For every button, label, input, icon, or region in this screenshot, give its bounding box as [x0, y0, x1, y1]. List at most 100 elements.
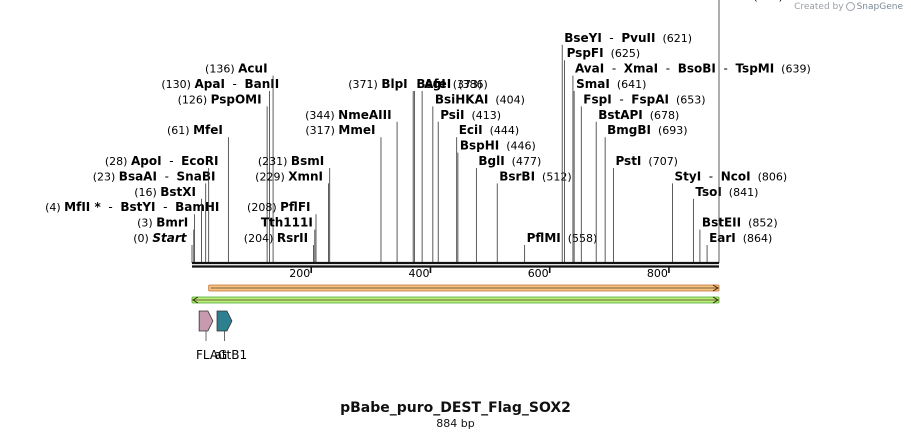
restriction-site-bgli: BglI (477)	[475, 154, 541, 263]
restriction-site-rsrii: (204) RsrII	[244, 231, 315, 263]
restriction-site-xmni: (229) XmnI	[255, 169, 329, 263]
restriction-site-tsoi: TsoI (841)	[692, 185, 758, 263]
site-label: AvaI - XmaI - BsoBI - TspMI (639)	[575, 62, 811, 76]
site-label: EciI (444)	[459, 123, 519, 137]
restriction-site-psti: PstI (707)	[613, 154, 678, 263]
restriction-site-fspi: FspI - FspAI (653)	[580, 92, 706, 263]
feature-label: FLAG	[196, 348, 227, 362]
restriction-site-afei: AfeI (386)	[421, 77, 488, 263]
restriction-site-eari: EarI (864)	[706, 231, 772, 263]
site-label: (231) BsmI	[258, 154, 324, 168]
site-label: (344) NmeAIII	[305, 108, 391, 122]
feature-flag: FLAG	[196, 310, 227, 362]
feature-attb1: attB1	[214, 310, 247, 362]
site-label: End (884)	[721, 0, 783, 3]
restriction-site-pspfi: PspFI (625)	[564, 46, 641, 263]
green-bar	[191, 296, 720, 304]
site-label: BsgI (373)	[416, 77, 482, 91]
restriction-site-styi: StyI - NcoI (806)	[672, 169, 788, 263]
axis-tick-label-400: 400	[408, 267, 429, 280]
site-label: PflMI (558)	[527, 231, 598, 245]
site-label: (208) PflFI	[247, 200, 310, 214]
restriction-site-start: (0) Start	[133, 231, 193, 263]
site-label: (371) BlpI	[348, 77, 407, 91]
restriction-site-psii: PsiI (413)	[437, 108, 501, 263]
site-label: (136) AcuI	[205, 62, 267, 76]
site-label: BstEII (852)	[702, 216, 778, 230]
restriction-site-bseyi: BseYI - PvuII (621)	[561, 31, 692, 263]
site-label: BspHI (446)	[460, 139, 536, 153]
plasmid-name: pBabe_puro_DEST_Flag_SOX2	[340, 400, 571, 416]
snapgene-logo-icon	[845, 2, 855, 11]
axis-tick-label-200: 200	[289, 267, 310, 280]
restriction-site-bsaai: (23) BsaAI - SnaBI	[93, 169, 216, 263]
arrow-right-icon	[712, 296, 719, 304]
restriction-site-bstapi: BstAPI (678)	[595, 108, 679, 263]
restriction-site-bsphi: BspHI (446)	[457, 139, 536, 263]
restriction-sites: (0) Start(3) BmrI (4) MfII * - BstYI - Ba…	[45, 0, 811, 263]
feature-label: attB1	[214, 348, 247, 362]
restriction-site-pflmi: PflMI (558)	[524, 231, 598, 263]
restriction-site-apai: (130) ApaI - BanII	[161, 77, 279, 263]
site-label: StyI - NcoI (806)	[675, 169, 788, 183]
feature-arrow	[198, 310, 214, 332]
site-label: BmgBI (693)	[607, 123, 687, 137]
restriction-site-bsrbi: BsrBI (512)	[496, 169, 572, 263]
site-label: (126) PspOMI	[178, 92, 262, 106]
site-label: FspI - FspAI (653)	[583, 92, 705, 106]
site-label: BglI (477)	[478, 154, 541, 168]
site-label: (317) MmeI	[305, 123, 375, 137]
restriction-site-bsteii: BstEII (852)	[699, 216, 778, 263]
site-label: PsiI (413)	[440, 108, 501, 122]
restriction-site-apoi: (28) ApoI - EcoRI	[105, 154, 219, 263]
restriction-site-bmri: (3) BmrI	[137, 216, 195, 263]
site-label: BsiHKAI (404)	[435, 92, 525, 106]
site-label: AfeI (386)	[424, 77, 488, 91]
site-label: (61) MfeI	[167, 123, 223, 137]
restriction-site-bsmi: (231) BsmI	[258, 154, 331, 263]
site-label: BseYI - PvuII (621)	[564, 31, 692, 45]
site-label: (28) ApoI - EcoRI	[105, 154, 219, 168]
site-label: (23) BsaAI - SnaBI	[93, 169, 216, 183]
site-label: Tth111I	[261, 216, 313, 230]
restriction-site-end: End (884)	[718, 0, 783, 263]
site-label: SmaI (641)	[576, 77, 646, 91]
restriction-site-bsihkai: BsiHKAI (404)	[432, 92, 525, 263]
axis-tick-label-800: 800	[647, 267, 668, 280]
restriction-site-bmgbi: BmgBI (693)	[604, 123, 688, 263]
restriction-site-avai: AvaI - XmaI - BsoBI - TspMI (639)	[572, 62, 811, 263]
site-label: BsrBI (512)	[499, 169, 571, 183]
site-label: (3) BmrI	[137, 216, 188, 230]
restriction-site-tth111i: Tth111I	[261, 216, 316, 263]
restriction-site-blpi: (371) BlpI	[348, 77, 414, 263]
axis-tick-label-600: 600	[528, 267, 549, 280]
restriction-site-mfii: (4) MfII * - BstYI - BamHI	[45, 200, 219, 263]
credit-prefix: Created by	[794, 2, 844, 12]
site-label: (4) MfII * - BstYI - BamHI	[45, 200, 219, 214]
site-label: BstAPI (678)	[598, 108, 679, 122]
restriction-site-pspomi: (126) PspOMI	[178, 92, 268, 263]
restriction-site-nmeaiii: (344) NmeAIII	[305, 108, 398, 263]
site-label: PstI (707)	[615, 154, 678, 168]
snapgene-credit: Created by SnapGene	[794, 2, 903, 12]
arrow-left-icon	[192, 296, 199, 304]
arrow-right-icon	[712, 284, 719, 292]
site-label: EarI (864)	[709, 231, 772, 245]
orange-bar	[208, 284, 720, 292]
site-label: TsoI (841)	[695, 185, 758, 199]
site-label: PspFI (625)	[567, 46, 641, 60]
restriction-site-pflfi: (208) PflFI	[247, 200, 317, 263]
restriction-site-bsgi: BsgI (373)	[413, 77, 482, 263]
site-label: (204) RsrII	[244, 231, 308, 245]
plasmid-length: 884 bp	[436, 417, 475, 430]
feature-arrow	[216, 310, 233, 332]
restriction-site-mfei: (61) MfeI	[167, 123, 229, 263]
site-label: (229) XmnI	[255, 169, 323, 183]
restriction-site-bstxi: (16) BstXI	[134, 185, 202, 263]
restriction-site-ecii: EciI (444)	[456, 123, 519, 263]
site-label: (130) ApaI - BanII	[161, 77, 279, 91]
restriction-site-smai: SmaI (641)	[573, 77, 646, 263]
site-label: (0) Start	[133, 231, 187, 245]
credit-brand: SnapGene	[856, 2, 903, 12]
